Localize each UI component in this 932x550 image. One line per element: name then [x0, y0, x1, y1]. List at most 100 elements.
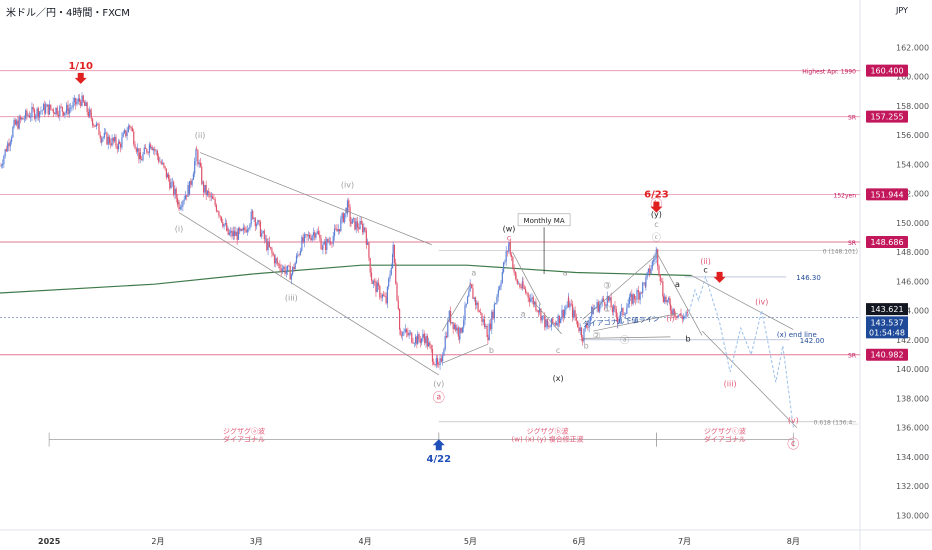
candle-body	[411, 332, 413, 343]
candle-body	[379, 286, 381, 298]
candle-body	[120, 143, 122, 148]
candle-body	[66, 104, 68, 111]
candle-body	[5, 149, 8, 152]
candle-body	[105, 132, 107, 134]
wave-label: (iii)	[285, 293, 298, 302]
candle-body	[388, 279, 390, 287]
countdown-timer-text: 01:54:48	[869, 328, 905, 337]
candle-body	[287, 265, 289, 271]
candle-body	[56, 107, 58, 115]
candle-body	[190, 181, 192, 185]
sr-level-badge-text: 151.944	[870, 190, 903, 199]
candle-body	[261, 232, 263, 237]
candle-body	[330, 241, 332, 244]
candle-body	[342, 213, 345, 223]
candle-body	[107, 136, 109, 145]
candle-body	[514, 272, 517, 275]
arrow-up-icon	[432, 439, 445, 451]
candle-body	[246, 229, 248, 233]
candle-body	[294, 262, 296, 270]
candle-body	[115, 136, 117, 146]
candle-body	[81, 95, 83, 106]
y-tick-label: 146.000	[896, 277, 929, 286]
candle-body	[476, 302, 478, 305]
candle-body	[588, 321, 590, 328]
candle-body	[255, 224, 258, 227]
trendline	[533, 301, 562, 335]
candle-body	[465, 303, 467, 306]
candle-body	[323, 241, 325, 245]
candle-body	[650, 268, 652, 274]
candle-body	[152, 148, 155, 151]
candle-body	[160, 161, 162, 164]
candle-body	[613, 305, 615, 312]
candle-body	[460, 327, 462, 333]
candle-body	[628, 296, 630, 304]
candle-body	[669, 298, 671, 304]
candle-body	[669, 303, 672, 311]
candle-body	[606, 296, 608, 306]
candle-body	[597, 301, 599, 312]
candle-body	[220, 216, 223, 223]
candle-body	[431, 349, 434, 362]
candle-body	[621, 307, 623, 312]
candle-body	[642, 282, 644, 294]
candle-body	[457, 327, 459, 337]
candle-body	[139, 152, 142, 159]
sr-level-badge	[866, 348, 908, 361]
candle-body	[468, 291, 470, 297]
last-price-badge	[866, 303, 908, 316]
candle-body	[632, 294, 634, 304]
trendline	[582, 336, 671, 339]
wave-label: (x)	[553, 374, 564, 383]
candle-body	[482, 319, 484, 322]
wave-label: a	[675, 280, 680, 289]
candle-body	[335, 228, 337, 230]
candle-body	[91, 118, 94, 126]
candle-body	[195, 149, 198, 151]
candle-body	[317, 231, 320, 235]
candle-body	[573, 310, 575, 318]
wave-circled-label: ①	[603, 305, 611, 315]
wave-label: (i)	[175, 225, 183, 234]
candle-body	[31, 107, 33, 117]
candle-body	[69, 107, 72, 109]
candle-body	[674, 315, 677, 317]
trendline	[512, 251, 541, 305]
candle-body	[22, 117, 24, 120]
candle-body	[587, 327, 589, 328]
candle-body	[579, 327, 581, 332]
candle-body	[9, 141, 11, 147]
candle-body	[1, 164, 4, 166]
last-price-badge-text: 143.621	[870, 305, 903, 314]
candle-body	[481, 313, 483, 322]
candle-body	[469, 283, 471, 285]
x-tick-label: 2025	[38, 537, 61, 546]
candle-body	[570, 303, 572, 305]
sr-level-label: SR	[848, 353, 856, 360]
candle-body	[32, 107, 34, 110]
candle-body	[409, 332, 412, 334]
range-bracket-label: ジグザグⓑ波	[527, 427, 569, 436]
candle-body	[549, 326, 551, 328]
candle-body	[272, 252, 274, 256]
candle-body	[103, 132, 105, 138]
candle-body	[657, 249, 659, 267]
candle-body	[252, 211, 254, 219]
wave-label: (v)	[433, 380, 444, 389]
wave-label: c	[654, 220, 658, 229]
candle-body	[649, 268, 651, 274]
candle-body	[349, 207, 351, 222]
candle-body	[316, 231, 318, 234]
range-bracket-sublabel: ダイアゴナル	[704, 435, 746, 444]
projection-path	[687, 275, 794, 428]
candle-body	[279, 263, 281, 269]
candle-body	[355, 221, 357, 230]
candle-body	[331, 243, 333, 245]
candle-body	[14, 119, 16, 125]
y-tick-label: 154.000	[896, 160, 929, 169]
candle-body	[400, 335, 403, 336]
wave-circled-label: ③	[603, 282, 611, 292]
y-tick-label: 136.000	[896, 424, 929, 433]
